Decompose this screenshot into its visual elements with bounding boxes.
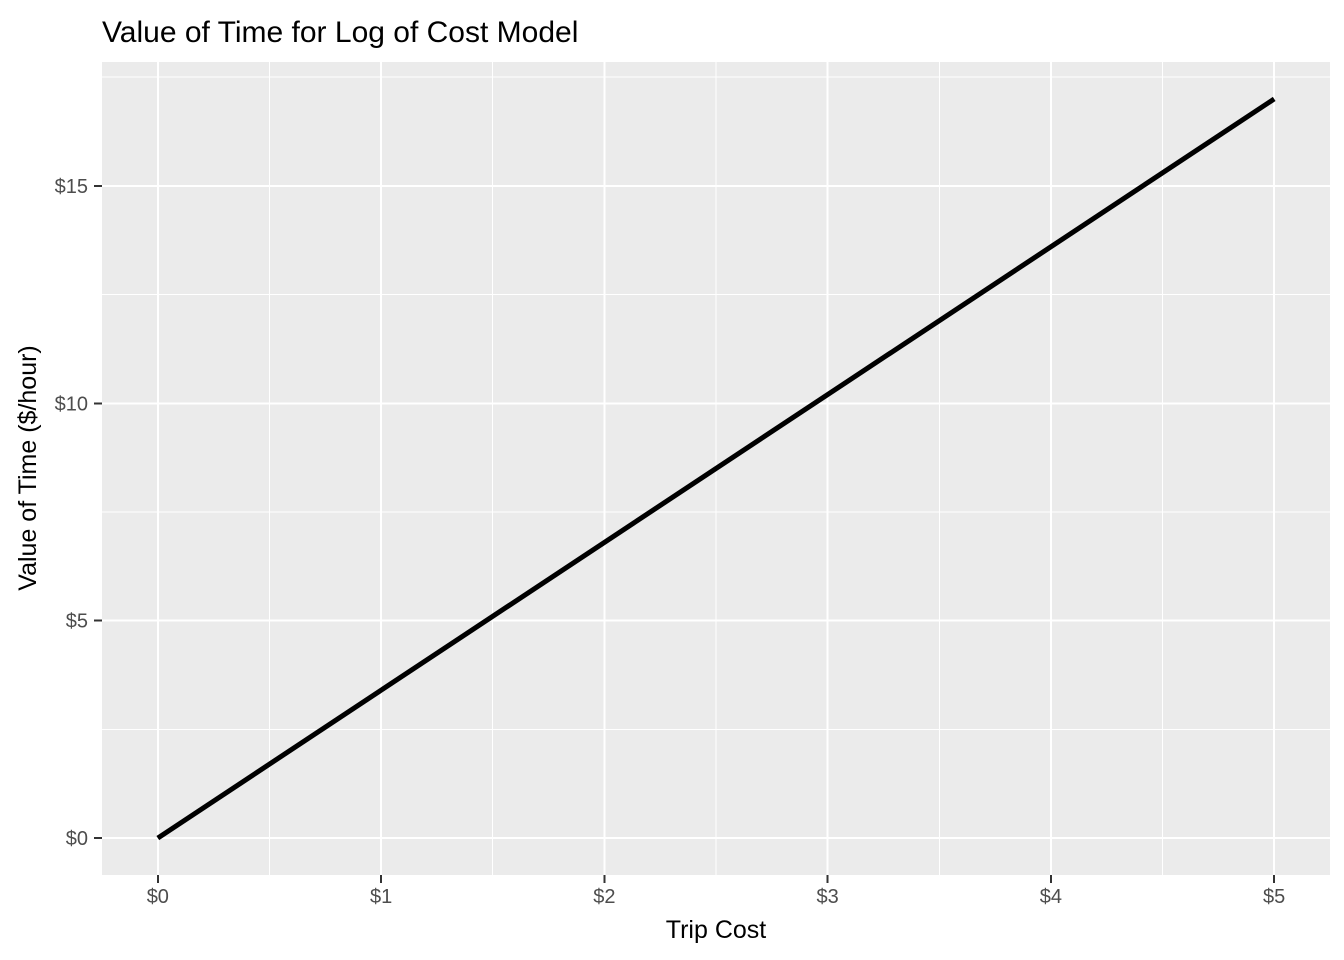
x-tick-label: $2 xyxy=(593,886,615,908)
value-of-time-line xyxy=(156,96,1276,841)
x-axis-tick-labels: $0 $1 $2 $3 $4 $5 xyxy=(147,886,1286,908)
y-tick-label: $5 xyxy=(66,611,88,633)
x-tick-label: $4 xyxy=(1040,886,1062,908)
y-tick-label: $15 xyxy=(55,176,88,198)
axis-tick-marks xyxy=(94,184,1276,883)
chart-title: Value of Time for Log of Cost Model xyxy=(102,16,578,49)
y-axis-tick-labels: $0 $5 $10 $15 xyxy=(55,176,88,850)
x-tick-label: $1 xyxy=(370,886,392,908)
major-gridlines xyxy=(102,62,1330,875)
y-tick-label: $10 xyxy=(55,393,88,415)
y-tick-label: $0 xyxy=(66,828,88,850)
data-series xyxy=(156,96,1276,841)
y-axis-title: Value of Time ($/hour) xyxy=(14,345,42,590)
x-tick-label: $0 xyxy=(147,886,169,908)
x-tick-label: $3 xyxy=(817,886,839,908)
x-axis-title: Trip Cost xyxy=(666,916,767,944)
x-tick-label: $5 xyxy=(1263,886,1285,908)
